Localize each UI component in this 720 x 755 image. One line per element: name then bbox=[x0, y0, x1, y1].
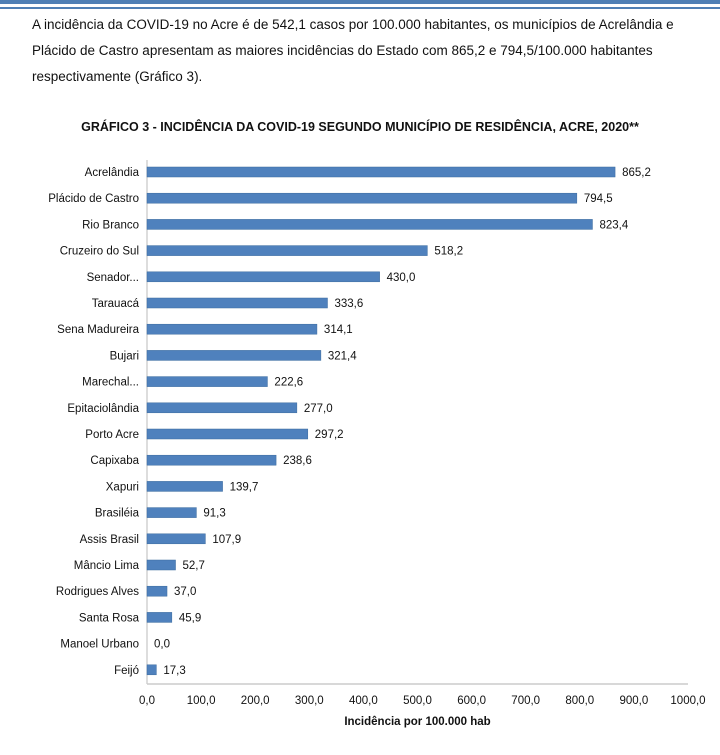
x-tick-label: 300,0 bbox=[295, 695, 324, 707]
category-label: Mâncio Lima bbox=[74, 560, 140, 572]
data-label: 52,7 bbox=[183, 560, 205, 572]
category-label: Porto Acre bbox=[85, 429, 139, 441]
paragraph-line: respectivamente (Gráfico 3). bbox=[32, 69, 203, 84]
data-label: 17,3 bbox=[163, 665, 185, 677]
bar bbox=[146, 245, 428, 256]
data-label: 865,2 bbox=[622, 167, 651, 179]
bar bbox=[146, 402, 298, 414]
data-label: 333,6 bbox=[334, 298, 363, 310]
data-label: 430,0 bbox=[387, 272, 416, 284]
data-label: 277,0 bbox=[304, 403, 333, 415]
category-label: Feijó bbox=[114, 665, 139, 677]
bar bbox=[146, 507, 197, 518]
category-label: Capixaba bbox=[90, 455, 139, 467]
data-label: 321,4 bbox=[328, 350, 357, 362]
category-label: Senador... bbox=[87, 272, 139, 284]
bar bbox=[146, 454, 277, 466]
category-label: Assis Brasil bbox=[80, 534, 139, 546]
bar bbox=[146, 297, 328, 309]
intro-paragraph: A incidência da COVID-19 no Acre é de 54… bbox=[32, 12, 720, 90]
bar bbox=[146, 350, 322, 361]
data-label: 107,9 bbox=[212, 534, 241, 546]
bar bbox=[146, 166, 616, 178]
x-tick-label: 600,0 bbox=[457, 695, 486, 707]
bar bbox=[146, 664, 157, 676]
bar bbox=[146, 559, 176, 571]
x-tick-label: 1000,0 bbox=[670, 695, 705, 707]
x-axis-title: Incidência por 100.000 hab bbox=[344, 716, 490, 728]
x-tick-label: 500,0 bbox=[403, 695, 432, 707]
bar bbox=[146, 428, 309, 440]
x-tick-label: 700,0 bbox=[511, 695, 540, 707]
bar bbox=[146, 585, 168, 597]
x-tick-label: 100,0 bbox=[187, 695, 216, 707]
bar bbox=[146, 612, 173, 623]
data-label: 794,5 bbox=[584, 193, 613, 205]
x-tick-label: 200,0 bbox=[241, 695, 270, 707]
data-label: 0,0 bbox=[154, 639, 170, 651]
bar bbox=[146, 376, 268, 387]
chart-title: GRÁFICO 3 - INCIDÊNCIA DA COVID-19 SEGUN… bbox=[81, 120, 639, 134]
category-label: Plácido de Castro bbox=[48, 193, 139, 205]
category-label: Acrelândia bbox=[85, 167, 140, 179]
bar bbox=[146, 192, 578, 204]
bar bbox=[146, 481, 223, 492]
x-tick-label: 0,0 bbox=[139, 695, 155, 707]
category-label: Xapuri bbox=[106, 481, 139, 493]
data-label: 139,7 bbox=[230, 481, 259, 493]
data-label: 238,6 bbox=[283, 455, 312, 467]
category-label: Bujari bbox=[110, 350, 139, 362]
category-label: Sena Madureira bbox=[57, 324, 139, 336]
bar bbox=[146, 271, 380, 283]
data-label: 37,0 bbox=[174, 586, 196, 598]
paragraph-line: A incidência da COVID-19 no Acre é de 54… bbox=[32, 17, 674, 32]
category-label: Brasiléia bbox=[95, 508, 140, 520]
data-label: 314,1 bbox=[324, 324, 353, 336]
category-label: Manoel Urbano bbox=[60, 639, 139, 651]
data-label: 518,2 bbox=[434, 246, 463, 258]
data-label: 222,6 bbox=[274, 377, 303, 389]
x-tick-label: 800,0 bbox=[565, 695, 594, 707]
category-label: Rio Branco bbox=[82, 219, 139, 231]
data-label: 297,2 bbox=[315, 429, 344, 441]
header-rule-thin bbox=[0, 7, 720, 9]
category-label: Santa Rosa bbox=[79, 612, 140, 624]
data-label: 823,4 bbox=[599, 219, 628, 231]
x-tick-label: 900,0 bbox=[620, 695, 649, 707]
category-label: Epitaciolândia bbox=[67, 403, 139, 415]
bar bbox=[146, 219, 593, 230]
data-label: 45,9 bbox=[179, 612, 201, 624]
category-label: Tarauacá bbox=[92, 298, 140, 310]
category-label: Cruzeiro do Sul bbox=[60, 246, 139, 258]
paragraph-line: Plácido de Castro apresentam as maiores … bbox=[32, 43, 653, 58]
header-rule bbox=[0, 0, 720, 4]
x-tick-label: 400,0 bbox=[349, 695, 378, 707]
data-label: 91,3 bbox=[203, 508, 225, 520]
bar bbox=[146, 533, 206, 545]
category-label: Rodrigues Alves bbox=[56, 586, 139, 598]
category-label: Marechal... bbox=[82, 377, 139, 389]
bar bbox=[146, 323, 318, 335]
